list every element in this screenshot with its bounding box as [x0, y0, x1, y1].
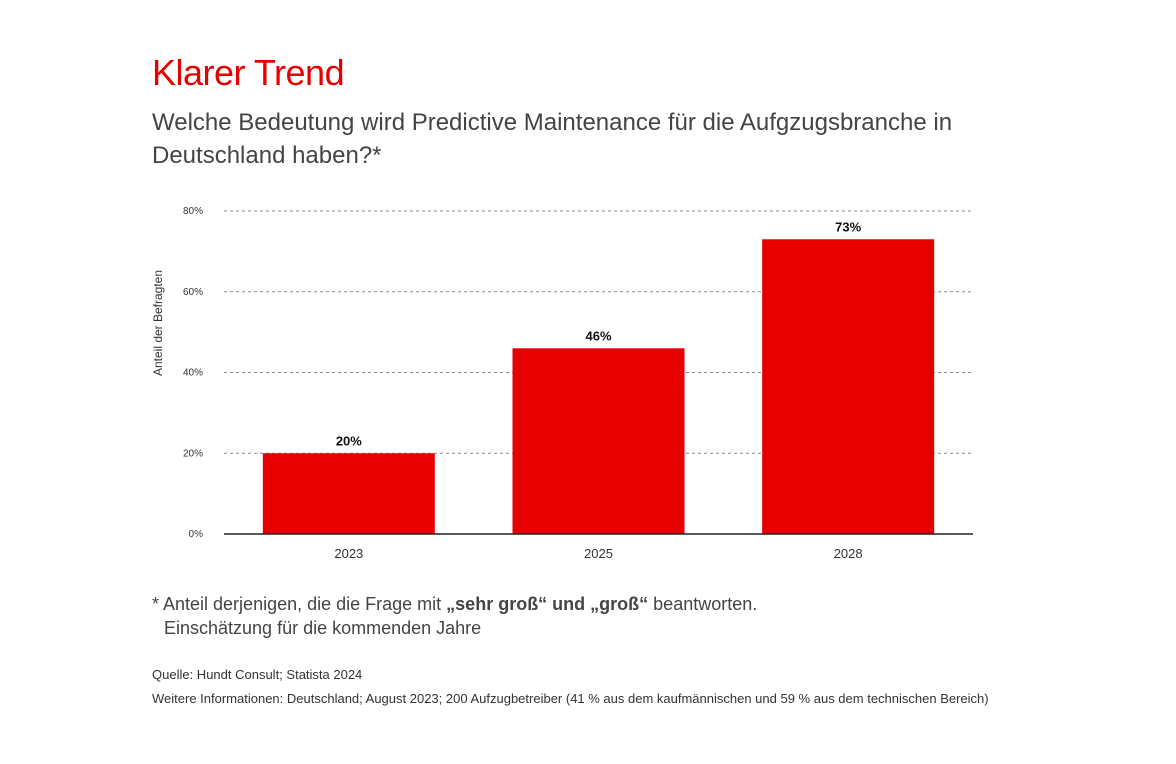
y-tick-label: 40%: [183, 368, 203, 379]
footnote-prefix: * Anteil derjenigen, die die Frage mit: [152, 594, 447, 614]
x-tick-label: 2023: [334, 546, 363, 561]
y-tick-label: 60%: [183, 287, 203, 298]
data-label: 20%: [336, 433, 362, 448]
bar: [262, 453, 435, 534]
bar: [512, 348, 685, 534]
footnote-suffix: beantworten.: [648, 594, 758, 614]
data-label: 73%: [835, 219, 861, 234]
footnote: * Anteil derjenigen, die die Frage mit „…: [152, 592, 757, 640]
info-note: Weitere Informationen: Deutschland; Augu…: [152, 691, 989, 706]
chart-title: Klarer Trend: [152, 52, 345, 93]
y-tick-label: 0%: [189, 529, 204, 540]
chart-subtitle: Welche Bedeutung wird Predictive Mainten…: [152, 109, 953, 169]
y-tick-label: 80%: [183, 206, 203, 217]
bar: [762, 239, 935, 534]
footnote-line-1: * Anteil derjenigen, die die Frage mit „…: [152, 592, 757, 616]
y-axis-label: Anteil der Befragten: [151, 270, 165, 376]
x-tick-label: 2028: [834, 546, 863, 561]
source-note: Quelle: Hundt Consult; Statista 2024: [152, 667, 363, 682]
footnote-bold: „sehr groß“ und „groß“: [446, 594, 649, 614]
data-label: 46%: [585, 328, 611, 343]
x-tick-label: 2025: [584, 546, 613, 561]
footnote-line-2: Einschätzung für die kommenden Jahre: [164, 618, 482, 638]
y-tick-label: 20%: [183, 448, 203, 459]
